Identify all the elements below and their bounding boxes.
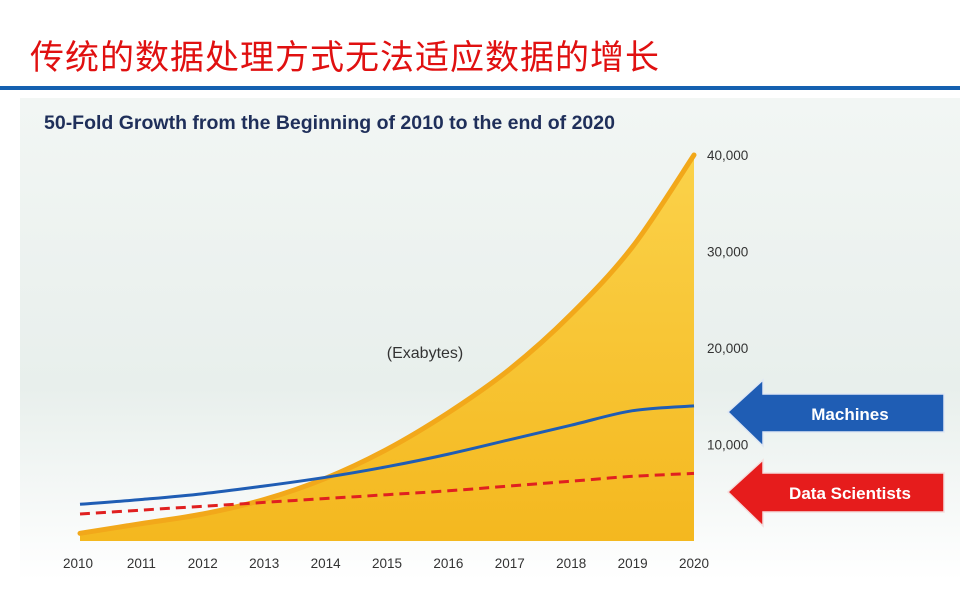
slide-title: 传统的数据处理方式无法适应数据的增长 [30, 38, 660, 78]
x-tick-label: 2015 [372, 556, 402, 571]
x-tick-label: 2017 [495, 556, 525, 571]
x-tick-label: 2011 [127, 556, 156, 571]
unit-label: (Exabytes) [387, 345, 463, 362]
y-tick-label: 20,000 [707, 341, 748, 356]
legend-machines-arrow: Machines [726, 378, 945, 448]
y-tick-label: 40,000 [707, 148, 748, 163]
data-scientists-line [79, 471, 695, 516]
x-tick-label: 2010 [63, 556, 93, 571]
x-tick-label: 2020 [679, 556, 709, 571]
machines-line [79, 404, 695, 506]
x-tick-label: 2016 [433, 556, 463, 571]
x-tick-label: 2018 [556, 556, 586, 571]
legend-data-scientists-arrow: Data Scientists [726, 458, 945, 528]
x-tick-label: 2014 [311, 556, 342, 571]
data-volume-area [80, 155, 694, 541]
y-tick-label: 30,000 [707, 245, 748, 260]
legend-machines-label: Machines [811, 405, 888, 424]
data-volume-edge [77, 152, 697, 536]
legend-data-scientists-label: Data Scientists [789, 484, 911, 503]
y-tick-label: 10,000 [707, 438, 748, 453]
title-divider [0, 86, 960, 90]
chart-title: 50-Fold Growth from the Beginning of 201… [44, 112, 615, 134]
x-tick-label: 2019 [618, 556, 648, 571]
x-tick-label: 2013 [249, 556, 279, 571]
x-tick-label: 2012 [188, 556, 218, 571]
